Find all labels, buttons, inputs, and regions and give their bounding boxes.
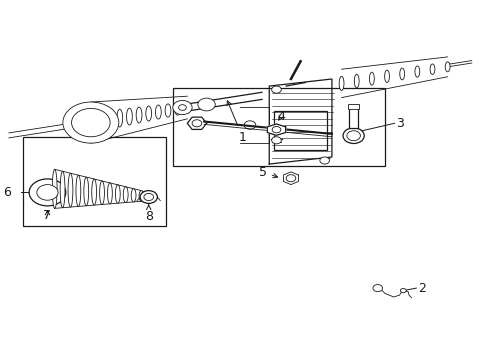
Ellipse shape [414,66,419,77]
Ellipse shape [165,104,170,117]
Polygon shape [267,124,285,135]
Ellipse shape [123,187,128,203]
Ellipse shape [115,185,120,203]
Circle shape [319,157,329,164]
Ellipse shape [145,106,151,121]
Text: 7: 7 [43,209,51,222]
Bar [273,111,326,150]
Ellipse shape [92,179,96,205]
Circle shape [63,102,119,143]
Ellipse shape [184,102,190,113]
Circle shape [271,137,281,144]
Ellipse shape [339,76,343,90]
Ellipse shape [68,173,73,207]
Ellipse shape [354,74,358,88]
Ellipse shape [107,110,113,129]
Circle shape [178,105,186,111]
Circle shape [400,288,406,293]
Bar [172,88,384,166]
Ellipse shape [107,183,112,204]
Circle shape [372,284,382,292]
Circle shape [140,191,157,203]
Ellipse shape [98,111,103,131]
Ellipse shape [399,68,404,80]
Ellipse shape [369,72,373,85]
Circle shape [172,100,192,114]
Text: 5: 5 [258,166,277,179]
Text: 3: 3 [395,117,403,130]
Ellipse shape [117,109,122,127]
Circle shape [342,128,364,144]
Ellipse shape [88,112,94,133]
Circle shape [244,121,255,129]
Ellipse shape [83,177,88,206]
Circle shape [71,108,110,137]
Bar [348,107,358,128]
Text: 8: 8 [144,204,152,223]
Circle shape [346,131,360,141]
Bar [347,104,359,109]
Circle shape [285,175,295,182]
Ellipse shape [445,62,449,72]
Ellipse shape [100,181,104,204]
Ellipse shape [76,175,81,206]
Circle shape [143,193,153,201]
Ellipse shape [136,107,142,123]
Circle shape [29,179,66,206]
Ellipse shape [155,105,161,119]
Ellipse shape [126,108,132,125]
Circle shape [271,86,281,93]
Ellipse shape [429,64,434,75]
Ellipse shape [60,171,65,208]
Ellipse shape [384,70,388,82]
Ellipse shape [174,103,180,115]
Ellipse shape [52,169,57,208]
Polygon shape [283,172,298,185]
Circle shape [198,98,215,111]
Circle shape [192,120,202,127]
Circle shape [272,126,280,133]
Ellipse shape [139,191,143,201]
Bar [23,138,165,226]
Text: 2: 2 [417,282,425,294]
Text: 4: 4 [277,110,285,123]
Circle shape [37,185,58,200]
Text: 1: 1 [226,101,246,144]
Polygon shape [187,117,206,130]
Text: 6: 6 [3,186,11,199]
Ellipse shape [131,189,136,202]
